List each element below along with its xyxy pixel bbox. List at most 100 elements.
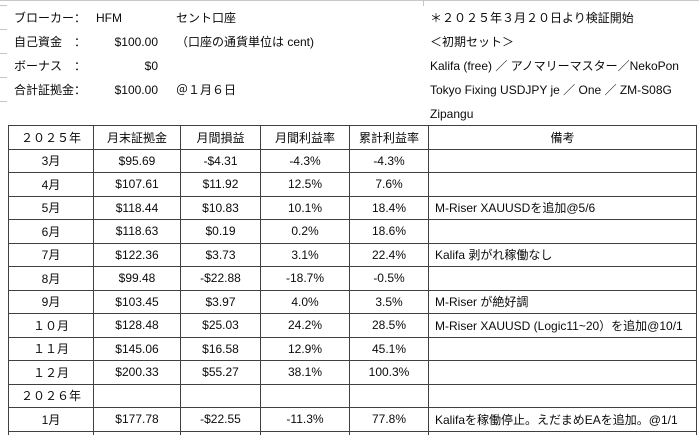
table-row: 9月 $103.45 $3.97 4.0% 3.5% M-Riser が絶好調 <box>8 289 697 314</box>
cell-cumulative-return[interactable]: 3.5% <box>349 289 429 314</box>
cell-remarks[interactable] <box>428 336 697 361</box>
cell-cumulative-return[interactable]: 18.4% <box>349 195 429 220</box>
cell-balance[interactable]: $99.48 <box>93 266 181 291</box>
ea-list-line: Tokyo Fixing USDJPY je ／ One ／ ZM-S08G <box>430 83 672 97</box>
cell-monthly-return[interactable]: 24.2% <box>260 313 350 338</box>
cell-cumulative-return[interactable]: 28.5% <box>349 313 429 338</box>
cell-month[interactable] <box>8 430 94 435</box>
cell-month[interactable]: １０月 <box>8 313 94 338</box>
cell-cumulative-return[interactable]: 18.6% <box>349 219 429 244</box>
cell-month[interactable]: 6月 <box>8 219 94 244</box>
cell-balance[interactable] <box>93 430 181 435</box>
header-monthly-return[interactable]: 月間利益率 <box>260 125 350 150</box>
cell-remarks[interactable] <box>428 172 697 197</box>
cell-monthly-return[interactable]: 10.1% <box>260 195 350 220</box>
cell-month[interactable]: 4月 <box>8 172 94 197</box>
cell-pnl[interactable]: $3.97 <box>180 289 261 314</box>
cell-pnl[interactable]: $3.73 <box>180 242 261 267</box>
cell-monthly-return[interactable]: 38.1% <box>260 360 350 385</box>
cell-month[interactable]: 9月 <box>8 289 94 314</box>
cell-pnl[interactable]: $25.03 <box>180 313 261 338</box>
cell-monthly-return[interactable]: 12.9% <box>260 336 350 361</box>
cell-month[interactable]: 3月 <box>8 148 94 173</box>
table-row: １０月 $128.48 $25.03 24.2% 28.5% M-Riser X… <box>8 313 697 338</box>
cell-monthly-return[interactable]: 3.1% <box>260 242 350 267</box>
cell-cumulative-return[interactable]: 22.4% <box>349 242 429 267</box>
cell-pnl[interactable]: -$4.31 <box>180 148 261 173</box>
table-row-clipped <box>8 430 697 435</box>
cell-balance[interactable]: $107.61 <box>93 172 181 197</box>
cell-cumulative-return[interactable]: 7.6% <box>349 172 429 197</box>
cell-pnl[interactable]: $11.92 <box>180 172 261 197</box>
cell-remarks[interactable] <box>428 430 697 435</box>
cell-remarks[interactable]: Kalifaを稼働停止。えだまめEAを追加。@1/1 <box>428 407 697 432</box>
cell-balance[interactable]: $118.63 <box>93 219 181 244</box>
cell-balance[interactable]: $118.44 <box>93 195 181 220</box>
cell-balance[interactable]: $122.36 <box>93 242 181 267</box>
cell-pnl[interactable]: -$22.88 <box>180 266 261 291</box>
cell-monthly-return[interactable]: 0.2% <box>260 219 350 244</box>
cell-remarks[interactable]: M-Riser が絶好調 <box>428 289 697 314</box>
cell-pnl[interactable] <box>180 383 261 408</box>
cell-cumulative-return[interactable] <box>349 430 429 435</box>
cell-monthly-return[interactable]: 12.5% <box>260 172 350 197</box>
cell-pnl[interactable]: $16.58 <box>180 336 261 361</box>
cell-monthly-return[interactable] <box>260 383 350 408</box>
cell-monthly-return[interactable]: -4.3% <box>260 148 350 173</box>
cell-monthly-return[interactable]: -11.3% <box>260 407 350 432</box>
cell-monthly-return[interactable]: 4.0% <box>260 289 350 314</box>
cell-month[interactable]: １２月 <box>8 360 94 385</box>
cell-remarks[interactable]: M-Riser XAUUSD (Logic11~20）を追加@10/1 <box>428 313 697 338</box>
table-row: 5月 $118.44 $10.83 10.1% 18.4% M-Riser XA… <box>8 195 697 220</box>
cell-balance[interactable]: $177.78 <box>93 407 181 432</box>
cell-cumulative-return[interactable]: -0.5% <box>349 266 429 291</box>
cell-balance[interactable]: $200.33 <box>93 360 181 385</box>
bonus-value-cell[interactable]: $0 <box>144 59 158 73</box>
cell-pnl[interactable]: $10.83 <box>180 195 261 220</box>
header-month-end-margin[interactable]: 月末証拠金 <box>93 125 181 150</box>
cell-remarks[interactable]: Kalifa 剥がれ稼働なし <box>428 242 697 267</box>
cell-balance[interactable]: $95.69 <box>93 148 181 173</box>
cell-month[interactable]: 8月 <box>8 266 94 291</box>
cell-cumulative-return[interactable]: 45.1% <box>349 336 429 361</box>
cell-monthly-return[interactable]: -18.7% <box>260 266 350 291</box>
cell-pnl[interactable] <box>180 430 261 435</box>
cell-cumulative-return[interactable] <box>349 383 429 408</box>
cell-month[interactable]: ２０２６年 <box>8 383 94 408</box>
cell-remarks[interactable] <box>428 148 697 173</box>
cell-pnl[interactable]: $55.27 <box>180 360 261 385</box>
cell-balance[interactable]: $103.45 <box>93 289 181 314</box>
cell-month[interactable]: 5月 <box>8 195 94 220</box>
account-type-cell[interactable]: セント口座 <box>176 11 237 25</box>
own-funds-value-cell[interactable]: $100.00 <box>114 35 158 49</box>
verification-start-note: ＊２０２５年３月２０日より検証開始 <box>430 11 634 25</box>
cell-month[interactable]: 1月 <box>8 407 94 432</box>
cell-remarks[interactable] <box>428 360 697 385</box>
cell-remarks[interactable]: M-Riser XAUUSDを追加@5/6 <box>428 195 697 220</box>
account-info-row: ボーナス ： $0 <box>0 54 420 78</box>
cell-balance[interactable]: $128.48 <box>93 313 181 338</box>
monthly-ledger-table: ２０２５年 月末証拠金 月間損益 月間利益率 累計利益率 備考 3月 $95.6… <box>8 125 697 435</box>
cell-cumulative-return[interactable]: 100.3% <box>349 360 429 385</box>
header-cumulative-return[interactable]: 累計利益率 <box>349 125 429 150</box>
cell-remarks[interactable] <box>428 266 697 291</box>
cell-cumulative-return[interactable]: 77.8% <box>349 407 429 432</box>
cell-monthly-return[interactable] <box>260 430 350 435</box>
cell-balance[interactable] <box>93 383 181 408</box>
total-margin-value-cell[interactable]: $100.00 <box>114 83 158 97</box>
cell-remarks[interactable] <box>428 219 697 244</box>
cell-pnl[interactable]: -$22.55 <box>180 407 261 432</box>
currency-unit-note: （口座の通貨単位は cent) <box>176 35 315 49</box>
broker-value-cell[interactable]: HFM <box>96 11 122 25</box>
cell-remarks[interactable] <box>428 383 697 408</box>
cell-cumulative-return[interactable]: -4.3% <box>349 148 429 173</box>
table-row: 6月 $118.63 $0.19 0.2% 18.6% <box>8 219 697 244</box>
cell-month[interactable]: １１月 <box>8 336 94 361</box>
header-monthly-pnl[interactable]: 月間損益 <box>180 125 261 150</box>
header-remarks[interactable]: 備考 <box>428 125 697 150</box>
cell-month[interactable]: 7月 <box>8 242 94 267</box>
header-year[interactable]: ２０２５年 <box>8 125 94 150</box>
cell-pnl[interactable]: $0.19 <box>180 219 261 244</box>
cell-balance[interactable]: $145.06 <box>93 336 181 361</box>
